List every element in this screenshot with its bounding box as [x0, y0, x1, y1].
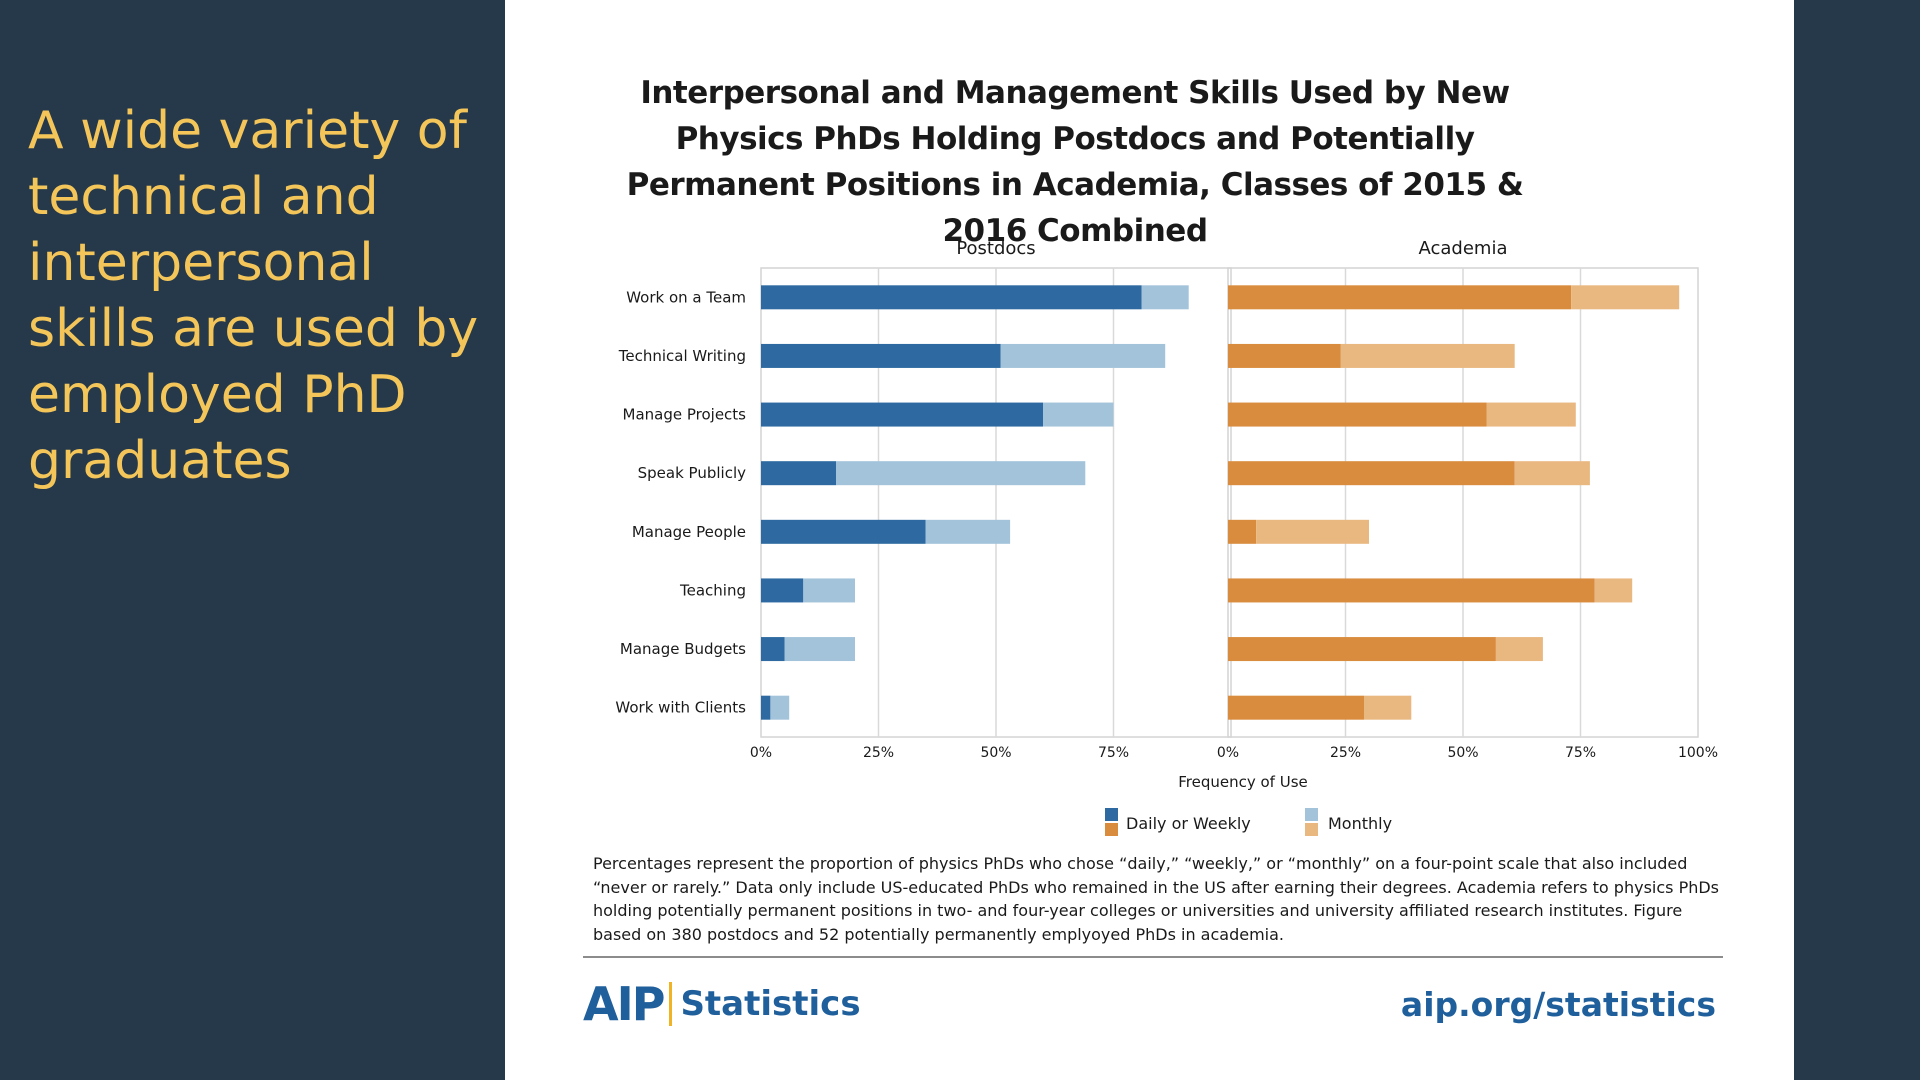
logo-aip-text: AIP	[583, 977, 665, 1031]
bar-postdocs-monthly-4	[925, 519, 1011, 544]
bar-academia-daily-weekly-2	[1228, 402, 1487, 427]
category-label-6: Manage Budgets	[620, 640, 746, 658]
x-tick-academia-75: 75%	[1565, 745, 1596, 761]
legend-label-monthly: Monthly	[1328, 814, 1392, 833]
bar-academia-monthly-6	[1495, 637, 1543, 662]
logo-divider	[669, 982, 673, 1026]
bar-postdocs-daily-weekly-4	[761, 519, 926, 544]
bar-postdocs-daily-weekly-0	[761, 285, 1142, 310]
bar-academia-monthly-3	[1514, 461, 1590, 486]
bar-chart: Postdocs 0% 25% 50% 75% Academia 0% 25% 50% 75% 10…	[615, 238, 1718, 836]
x-axis-label: Frequency of Use	[1178, 773, 1308, 791]
bar-postdocs-daily-weekly-2	[761, 402, 1043, 427]
category-label-7: Work with Clients	[615, 699, 746, 717]
x-tick-postdocs-0: 0%	[750, 745, 772, 761]
x-tick-academia-0: 0%	[1217, 745, 1239, 761]
panel-title-academia: Academia	[1419, 238, 1508, 259]
bar-academia-daily-weekly-4	[1228, 519, 1257, 544]
panel-title-postdocs: Postdocs	[956, 238, 1035, 259]
legend-swatch-daily-postdoc	[1105, 808, 1118, 821]
x-tick-academia-50: 50%	[1447, 745, 1478, 761]
x-tick-academia-100: 100%	[1678, 745, 1718, 761]
x-tick-postdocs-50: 50%	[980, 745, 1011, 761]
bar-academia-daily-weekly-1	[1228, 343, 1341, 368]
bar-postdocs-monthly-2	[1043, 402, 1114, 427]
bar-academia-daily-weekly-5	[1228, 578, 1595, 603]
legend-label-daily-weekly: Daily or Weekly	[1126, 814, 1251, 833]
bar-academia-monthly-0	[1571, 285, 1680, 310]
bar-academia-monthly-1	[1340, 343, 1515, 368]
bar-postdocs-monthly-0	[1141, 285, 1189, 310]
bar-academia-daily-weekly-6	[1228, 637, 1496, 662]
legend-swatch-monthly-academia	[1305, 823, 1318, 836]
bar-postdocs-monthly-6	[784, 637, 855, 662]
legend-swatch-daily-academia	[1105, 823, 1118, 836]
bar-academia-monthly-4	[1256, 519, 1369, 544]
bar-academia-daily-weekly-7	[1228, 695, 1365, 720]
slide-heading: A wide variety of technical and interper…	[28, 101, 479, 491]
x-tick-academia-25: 25%	[1330, 745, 1361, 761]
bar-academia-monthly-7	[1364, 695, 1412, 720]
bar-postdocs-monthly-5	[803, 578, 855, 603]
bar-postdocs-daily-weekly-3	[761, 461, 837, 486]
bar-academia-monthly-5	[1594, 578, 1633, 603]
category-label-3: Speak Publicly	[638, 464, 746, 482]
category-label-4: Manage People	[632, 523, 746, 541]
category-label-2: Manage Projects	[623, 406, 747, 424]
bar-postdocs-daily-weekly-5	[761, 578, 804, 603]
bar-postdocs-monthly-1	[1000, 343, 1166, 368]
category-label-0: Work on a Team	[626, 288, 746, 306]
figure-panel: Interpersonal and Management Skills Used…	[505, 0, 1794, 1080]
bar-postdocs-daily-weekly-1	[761, 343, 1001, 368]
x-tick-postdocs-25: 25%	[863, 745, 894, 761]
x-tick-postdocs-75: 75%	[1098, 745, 1129, 761]
bar-academia-monthly-2	[1486, 402, 1576, 427]
bar-postdocs-daily-weekly-6	[761, 637, 785, 662]
bar-academia-daily-weekly-0	[1228, 285, 1572, 310]
bar-postdocs-daily-weekly-7	[761, 695, 771, 720]
legend-swatch-monthly-postdoc	[1305, 808, 1318, 821]
category-label-1: Technical Writing	[618, 347, 746, 365]
bar-postdocs-monthly-7	[770, 695, 790, 720]
bar-academia-daily-weekly-3	[1228, 461, 1515, 486]
figure-caption: Percentages represent the proportion of …	[593, 854, 1720, 944]
chart-title: Interpersonal and Management Skills Used…	[626, 75, 1524, 249]
bar-postdocs-monthly-3	[836, 461, 1086, 486]
logo-statistics-text: Statistics	[680, 984, 861, 1024]
aip-logo: AIP Statistics	[583, 977, 861, 1031]
site-url[interactable]: aip.org/statistics	[1400, 985, 1716, 1024]
footer-divider	[583, 956, 1723, 958]
category-label-5: Teaching	[679, 581, 746, 599]
